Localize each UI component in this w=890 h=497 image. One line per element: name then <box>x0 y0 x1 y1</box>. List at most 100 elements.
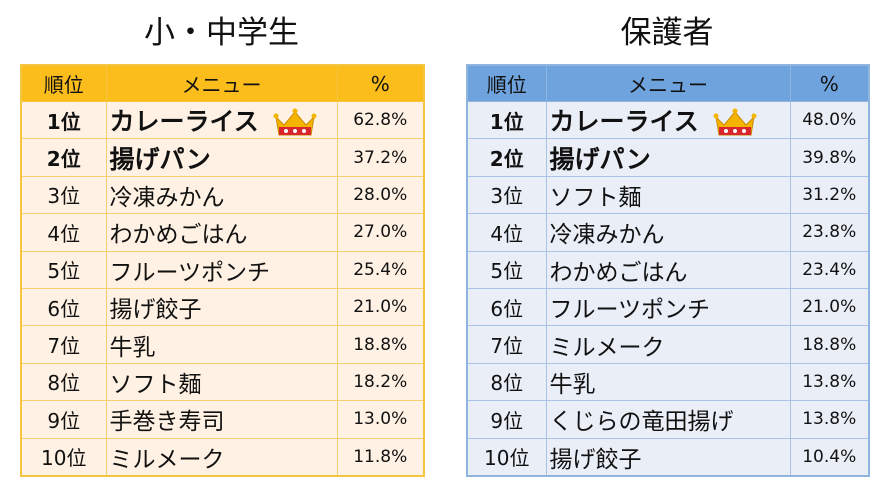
percent-cell: 27.0% <box>336 213 425 252</box>
table-row: 4位 わかめごはん 27.0% <box>20 213 425 252</box>
table-row: 10位 ミルメーク 11.8% <box>20 437 425 477</box>
menu-label: カレーライス <box>549 107 699 137</box>
header-menu: メニュー <box>105 64 338 102</box>
rank-cell: 4位 <box>20 213 107 252</box>
table-row: 1位 カレーライス 48.0% <box>466 100 870 140</box>
percent-cell: 21.0% <box>336 287 425 327</box>
rank-cell: 10位 <box>20 437 107 477</box>
menu-label: ソフト麺 <box>109 371 202 398</box>
menu-cell: フルーツポンチ <box>545 287 791 327</box>
table-row: 8位 ソフト麺 18.2% <box>20 362 425 402</box>
percent-cell: 13.8% <box>789 400 870 439</box>
table-row: 4位 冷凍みかん 23.8% <box>466 213 870 252</box>
menu-cell: 揚げ餃子 <box>105 287 338 327</box>
menu-cell: 手巻き寿司 <box>105 400 338 439</box>
table-row: 10位 揚げ餃子 10.4% <box>466 437 870 477</box>
rank-cell: 6位 <box>20 287 107 327</box>
rank-cell: 6位 <box>466 287 547 327</box>
percent-cell: 10.4% <box>789 437 870 477</box>
table-row: 2位 揚げパン 37.2% <box>20 138 425 177</box>
table-row: 3位 ソフト麺 31.2% <box>466 175 870 215</box>
menu-cell: 牛乳 <box>545 362 791 402</box>
table-row: 8位 牛乳 13.8% <box>466 362 870 402</box>
students-ranking-table: 順位 メニュー % 1位 カレーライス 62.8% 2位 揚げパン 37.2% 3位 冷凍みか… <box>20 64 425 477</box>
percent-cell: 13.0% <box>336 400 425 439</box>
percent-cell: 48.0% <box>789 100 870 140</box>
menu-label: フルーツポンチ <box>109 259 271 286</box>
header-menu: メニュー <box>545 64 791 102</box>
percent-cell: 25.4% <box>336 250 425 289</box>
menu-cell: 牛乳 <box>105 325 338 364</box>
rank-cell: 5位 <box>20 250 107 289</box>
menu-cell: 揚げ餃子 <box>545 437 791 477</box>
table-row: 2位 揚げパン 39.8% <box>466 138 870 177</box>
rank-cell: 1位 <box>20 100 107 140</box>
menu-label: カレーライス <box>109 107 259 137</box>
rank-cell: 8位 <box>20 362 107 402</box>
parents-panel: 保護者 順位 メニュー % 1位 カレーライス 48.0% 2位 揚げパン 39.8% 3位… <box>466 0 870 477</box>
rank-cell: 4位 <box>466 213 547 252</box>
menu-label: 手巻き寿司 <box>109 409 225 436</box>
header-rank: 順位 <box>466 64 547 102</box>
menu-cell: 揚げパン <box>105 138 338 177</box>
table-row: 5位 わかめごはん 23.4% <box>466 250 870 289</box>
menu-label: 牛乳 <box>109 334 156 361</box>
menu-cell: ミルメーク <box>105 437 338 477</box>
table-row: 7位 ミルメーク 18.8% <box>466 325 870 364</box>
percent-cell: 39.8% <box>789 138 870 177</box>
table-row: 5位 フルーツポンチ 25.4% <box>20 250 425 289</box>
table-row: 7位 牛乳 18.8% <box>20 325 425 364</box>
header-percent: % <box>789 64 870 102</box>
table-header-row: 順位 メニュー % <box>466 64 870 102</box>
rank-cell: 2位 <box>20 138 107 177</box>
rank-cell: 3位 <box>20 175 107 215</box>
parents-ranking-table: 順位 メニュー % 1位 カレーライス 48.0% 2位 揚げパン 39.8% 3位 ソフト麺… <box>466 64 870 477</box>
rank-cell: 7位 <box>466 325 547 364</box>
menu-label: 揚げパン <box>109 144 211 174</box>
percent-cell: 31.2% <box>789 175 870 215</box>
rank-cell: 8位 <box>466 362 547 402</box>
percent-cell: 62.8% <box>336 100 425 140</box>
menu-cell: わかめごはん <box>545 250 791 289</box>
percent-cell: 37.2% <box>336 138 425 177</box>
menu-label: 揚げ餃子 <box>109 297 202 324</box>
header-percent: % <box>336 64 425 102</box>
menu-label: フルーツポンチ <box>549 297 711 324</box>
menu-label: 揚げパン <box>549 144 651 174</box>
menu-label: ソフト麺 <box>549 184 642 211</box>
menu-cell: ミルメーク <box>545 325 791 364</box>
percent-cell: 18.2% <box>336 362 425 402</box>
table-row: 6位 フルーツポンチ 21.0% <box>466 287 870 327</box>
table-row: 1位 カレーライス 62.8% <box>20 100 425 140</box>
rank-cell: 7位 <box>20 325 107 364</box>
menu-cell: くじらの竜田揚げ <box>545 400 791 439</box>
table-header-row: 順位 メニュー % <box>20 64 425 102</box>
rank-cell: 1位 <box>466 100 547 140</box>
menu-label: わかめごはん <box>549 259 688 286</box>
menu-cell: わかめごはん <box>105 213 338 252</box>
menu-cell: フルーツポンチ <box>105 250 338 289</box>
students-panel: 小・中学生 順位 メニュー % 1位 カレーライス 62.8% 2位 揚げパン 37.2%… <box>20 0 425 477</box>
table-row: 9位 くじらの竜田揚げ 13.8% <box>466 400 870 439</box>
percent-cell: 11.8% <box>336 437 425 477</box>
crown-icon <box>713 108 757 136</box>
parents-title: 保護者 <box>620 15 714 51</box>
percent-cell: 18.8% <box>789 325 870 364</box>
menu-label: ミルメーク <box>109 446 225 473</box>
rank-cell: 2位 <box>466 138 547 177</box>
rank-cell: 3位 <box>466 175 547 215</box>
percent-cell: 28.0% <box>336 175 425 215</box>
menu-label: 揚げ餃子 <box>549 446 642 473</box>
percent-cell: 13.8% <box>789 362 870 402</box>
menu-label: 冷凍みかん <box>109 184 225 211</box>
rank-cell: 10位 <box>466 437 547 477</box>
menu-label: わかめごはん <box>109 222 248 249</box>
table-row: 3位 冷凍みかん 28.0% <box>20 175 425 215</box>
percent-cell: 23.8% <box>789 213 870 252</box>
table-row: 6位 揚げ餃子 21.0% <box>20 287 425 327</box>
menu-cell: 揚げパン <box>545 138 791 177</box>
menu-cell: 冷凍みかん <box>105 175 338 215</box>
menu-cell: 冷凍みかん <box>545 213 791 252</box>
menu-label: ミルメーク <box>549 334 665 361</box>
percent-cell: 23.4% <box>789 250 870 289</box>
